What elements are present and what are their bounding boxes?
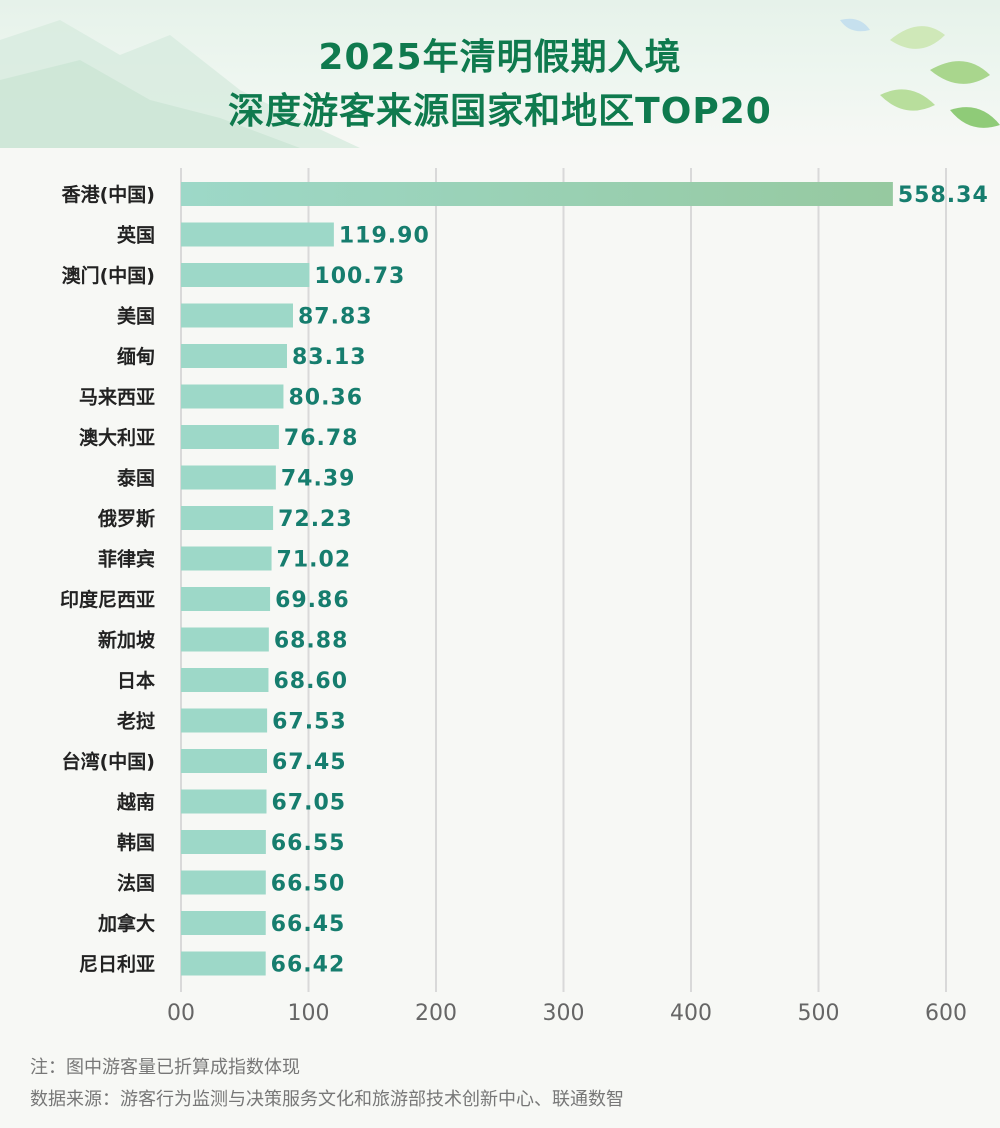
bar (181, 506, 274, 530)
category-label: 尼日利亚 (79, 954, 155, 976)
value-label: 66.55 (271, 831, 346, 856)
value-label: 87.83 (298, 305, 373, 330)
bar (181, 627, 269, 652)
bar (181, 303, 293, 328)
category-label: 澳大利亚 (79, 426, 155, 449)
category-label: 日本 (117, 669, 155, 692)
mountain-decoration (0, 20, 360, 148)
bar (181, 668, 269, 692)
value-label: 66.50 (271, 872, 346, 897)
chart-title-line-2: 深度游客来源国家和地区TOP20 (228, 91, 772, 132)
chart-title-line-1: 2025年清明假期入境 (318, 37, 682, 78)
value-label: 72.23 (278, 507, 353, 532)
bar (181, 344, 287, 368)
category-label: 澳门(中国) (62, 264, 155, 287)
x-tick-label: 500 (798, 1001, 840, 1026)
x-tick-label: 00 (167, 1001, 195, 1026)
category-label: 新加坡 (98, 629, 156, 652)
bar (181, 182, 893, 206)
bar (181, 465, 276, 490)
value-label: 119.90 (339, 224, 430, 249)
header-banner: 2025年清明假期入境 深度游客来源国家和地区TOP20 (0, 0, 1000, 148)
value-label: 76.78 (284, 426, 359, 451)
category-label: 俄罗斯 (97, 507, 155, 530)
source-text: 数据来源：游客行为监测与决策服务文化和旅游部技术创新中心、联通数智 (30, 1089, 624, 1110)
bar (181, 425, 279, 449)
bar (181, 870, 266, 895)
category-label: 美国 (117, 305, 155, 328)
value-label: 66.45 (271, 912, 346, 937)
value-label: 68.60 (273, 669, 348, 694)
bar (181, 546, 272, 571)
value-label: 67.53 (272, 710, 347, 735)
value-label: 66.42 (271, 953, 346, 978)
bar (181, 708, 268, 733)
value-label: 69.86 (275, 588, 350, 613)
bar (181, 587, 271, 611)
category-label: 马来西亚 (79, 387, 155, 409)
bar (181, 263, 310, 287)
category-label: 菲律宾 (98, 548, 155, 571)
footnotes: 注：图中游客量已折算成指数体现 数据来源：游客行为监测与决策服务文化和旅游部技术… (30, 1052, 624, 1116)
category-label: 泰国 (116, 467, 155, 490)
bar (181, 951, 266, 976)
category-label: 韩国 (117, 831, 155, 854)
bar (181, 830, 266, 854)
note-text: 注：图中游客量已折算成指数体现 (30, 1057, 300, 1078)
bar (181, 384, 284, 409)
value-label: 68.88 (274, 629, 349, 654)
category-label: 缅甸 (117, 345, 155, 368)
category-label: 越南 (116, 791, 155, 814)
value-label: 558.34 (898, 183, 989, 208)
value-label: 74.39 (281, 467, 356, 492)
value-label: 67.05 (271, 791, 346, 816)
category-label: 法国 (117, 872, 155, 895)
x-tick-label: 600 (925, 1001, 967, 1026)
bar (181, 749, 267, 773)
x-tick-label: 300 (543, 1001, 585, 1026)
category-label: 老挝 (117, 710, 156, 733)
x-tick-label: 400 (670, 1001, 712, 1026)
x-tick-label: 200 (415, 1001, 457, 1026)
leaves-decoration (840, 18, 1000, 128)
category-label: 台湾(中国) (62, 750, 155, 773)
value-label: 71.02 (277, 548, 352, 573)
x-tick-label: 100 (288, 1001, 330, 1026)
bar-chart: 00 100 200 300 400 500 600 香港(中国) 558.34 英国 119.90… (60, 168, 989, 1026)
value-label: 67.45 (272, 750, 347, 775)
category-label: 加拿大 (97, 912, 155, 935)
category-label: 印度尼西亚 (60, 588, 155, 611)
value-label: 80.36 (288, 386, 363, 411)
category-label: 香港(中国) (61, 183, 155, 206)
category-label: 英国 (117, 224, 155, 247)
bar (181, 911, 266, 935)
bar (181, 789, 267, 814)
bar (181, 222, 334, 247)
value-label: 83.13 (292, 345, 367, 370)
value-label: 100.73 (314, 264, 405, 289)
